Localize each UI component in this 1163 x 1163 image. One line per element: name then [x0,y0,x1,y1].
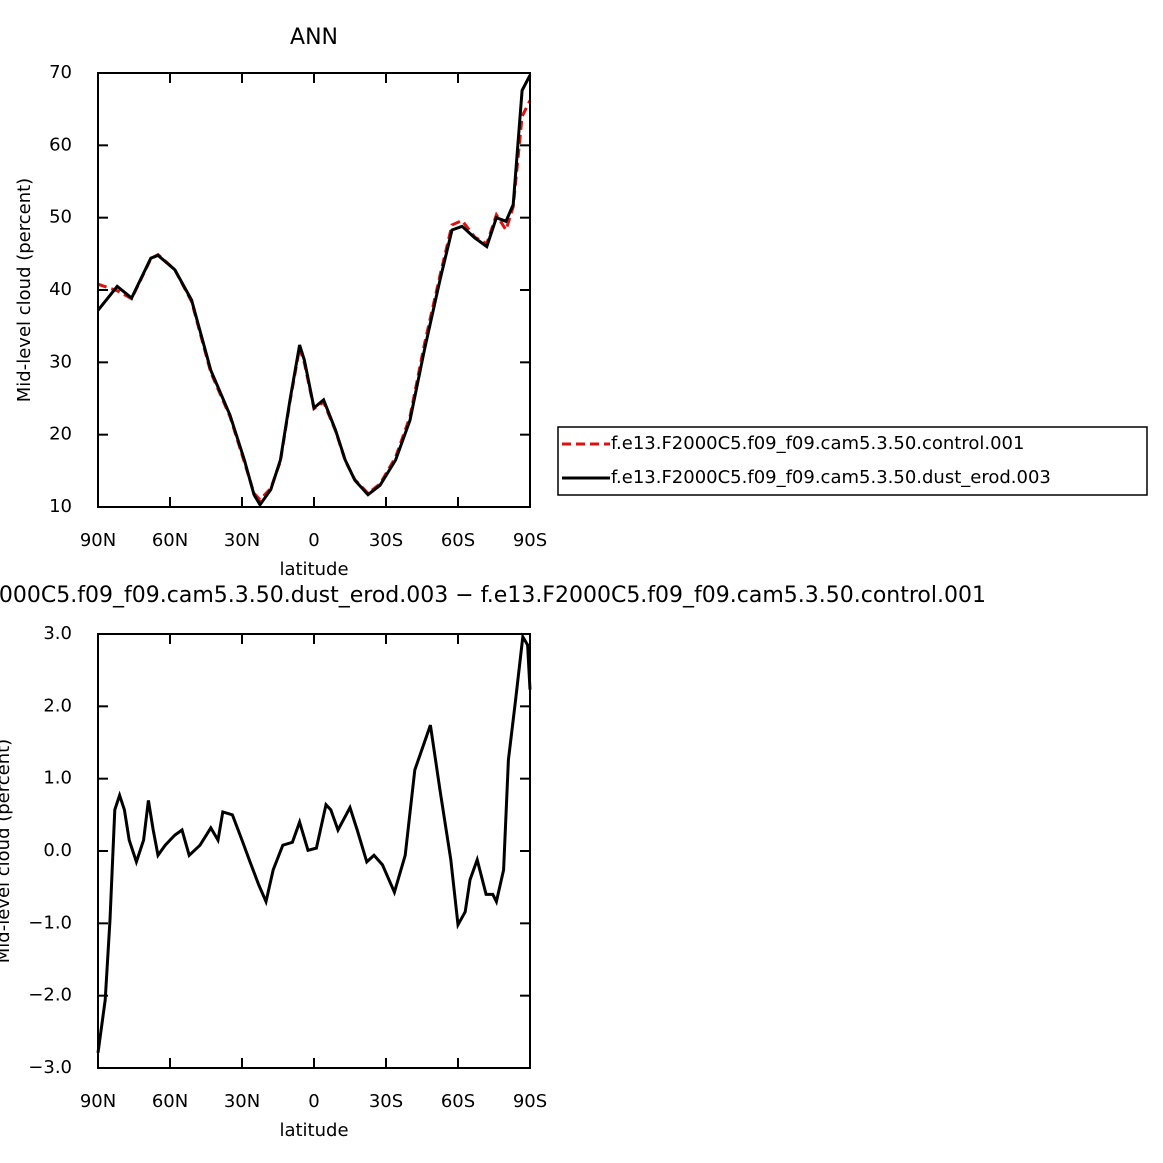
y-tick-label: 70 [49,62,72,83]
plot-frame [97,72,531,508]
x-tick-label: 90S [513,1091,547,1112]
y-tick-label: −3.0 [28,1057,72,1078]
y-tick-label: −2.0 [28,985,72,1006]
x-axis-label: latitude [279,559,348,580]
x-axis-label: latitude [279,1120,348,1141]
legend-label: f.e13.F2000C5.f09_f09.cam5.3.50.dust_ero… [611,467,1051,488]
x-tick-label: 90N [80,1091,116,1112]
y-tick-label: 2.0 [43,695,72,716]
chart-title: ANN [290,25,338,50]
x-tick-label: 60S [441,1091,475,1112]
x-tick-label: 30S [369,530,403,551]
x-tick-label: 60S [441,530,475,551]
y-tick-label: 0.0 [43,840,72,861]
y-tick-label: 40 [49,279,72,300]
y-tick-label: 1.0 [43,768,72,789]
x-tick-label: 30S [369,1091,403,1112]
y-tick-label: 50 [49,207,72,228]
y-axis-label: Mid-level cloud (percent) [0,739,14,963]
x-tick-label: 90S [513,530,547,551]
y-tick-label: 30 [49,351,72,372]
data-line [96,632,532,1054]
x-tick-label: 60N [152,1091,188,1112]
legend-box [557,426,1148,496]
y-tick-label: 60 [49,134,72,155]
y-tick-label: 3.0 [43,623,72,644]
plot-frame [97,633,531,1069]
y-tick-label: −1.0 [28,912,72,933]
chart-title: f.e13.F2000C5.f09_f09.cam5.3.50.dust_ero… [0,583,986,608]
x-tick-label: 90N [80,530,116,551]
y-tick-label: 20 [49,424,72,445]
y-axis-label: Mid-level cloud (percent) [14,178,35,402]
x-tick-label: 30N [224,530,260,551]
data-line [97,99,532,503]
x-tick-label: 60N [152,530,188,551]
data-line [96,74,532,508]
y-tick-label: 10 [49,496,72,517]
x-tick-label: 30N [224,1091,260,1112]
x-tick-label: 0 [308,530,319,551]
x-tick-label: 0 [308,1091,319,1112]
legend-label: f.e13.F2000C5.f09_f09.cam5.3.50.control.… [611,433,1024,454]
